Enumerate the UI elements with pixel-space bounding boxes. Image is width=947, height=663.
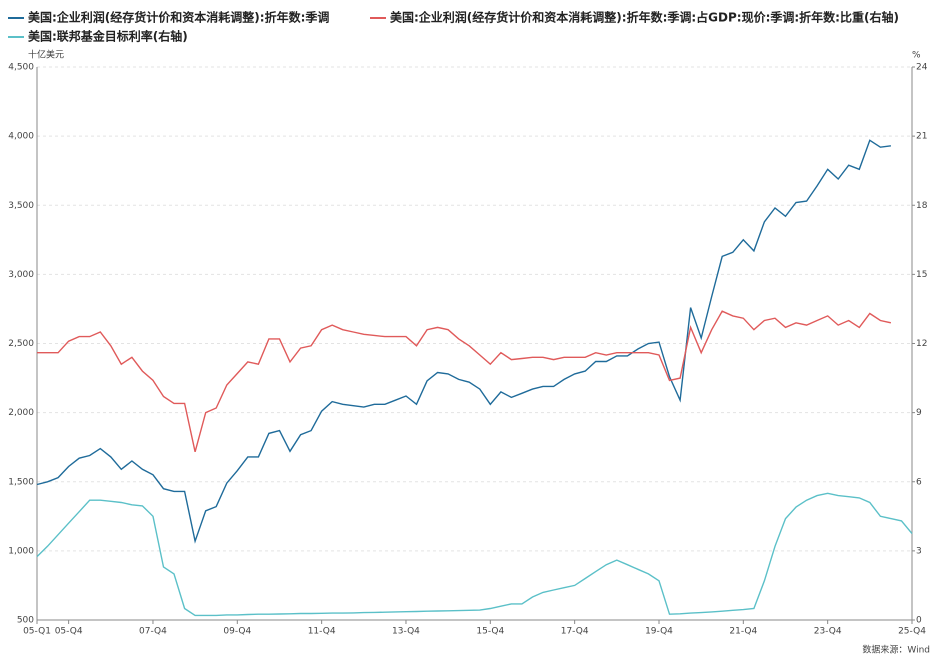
y2-tick-label: 3 <box>916 546 922 556</box>
series-line <box>37 310 892 452</box>
x-tick-label: 11-Q4 <box>308 627 336 637</box>
y-tick-label: 3,500 <box>8 201 34 211</box>
y-tick-label: 1,500 <box>8 477 34 487</box>
y-tick-label: 1,000 <box>8 546 34 556</box>
x-tick-label: 23-Q4 <box>814 627 842 637</box>
legend-label: 美国:企业利润(经存货计价和资本消耗调整):折年数:季调:占GDP:现价:季调:… <box>390 10 899 25</box>
y-tick-label: 3,000 <box>8 270 34 280</box>
y2-tick-label: 12 <box>916 339 927 349</box>
x-tick-label: 19-Q4 <box>645 627 673 637</box>
y2-tick-label: 15 <box>916 270 927 280</box>
y2-tick-label: 18 <box>916 201 928 211</box>
x-tick-label: 15-Q4 <box>476 627 504 637</box>
series-line <box>36 492 913 617</box>
x-tick-label: 05-Q4 <box>55 627 83 637</box>
y-unit: 十亿美元 <box>28 49 64 61</box>
x-tick-label: 21-Q4 <box>729 627 757 637</box>
x-tick-label: 17-Q4 <box>561 627 589 637</box>
y2-tick-label: 24 <box>916 63 928 73</box>
legend-label: 美国:企业利润(经存货计价和资本消耗调整):折年数:季调 <box>28 10 329 25</box>
y-tick-label: 4,000 <box>8 132 34 142</box>
x-tick-label: 25-Q4 <box>898 627 926 637</box>
y-tick-label: 2,500 <box>8 339 34 349</box>
legend-label: 美国:联邦基金目标利率(右轴) <box>28 29 188 44</box>
y-tick-label: 500 <box>17 616 34 626</box>
x-tick-label: 07-Q4 <box>139 627 167 637</box>
y2-tick-label: 9 <box>916 408 922 418</box>
y-tick-label: 4,500 <box>8 63 34 73</box>
y2-unit: % <box>912 51 921 61</box>
x-tick-label: 09-Q4 <box>223 627 251 637</box>
y2-tick-label: 6 <box>916 477 922 487</box>
series-line <box>36 139 891 544</box>
y-tick-label: 2,000 <box>8 408 34 418</box>
source: 数据来源：Wind <box>862 644 930 656</box>
y2-tick-label: 21 <box>916 132 927 142</box>
x-tick-label: 05-Q1 <box>23 627 51 637</box>
y2-tick-label: 0 <box>916 616 922 626</box>
x-tick-label: 13-Q4 <box>392 627 420 637</box>
